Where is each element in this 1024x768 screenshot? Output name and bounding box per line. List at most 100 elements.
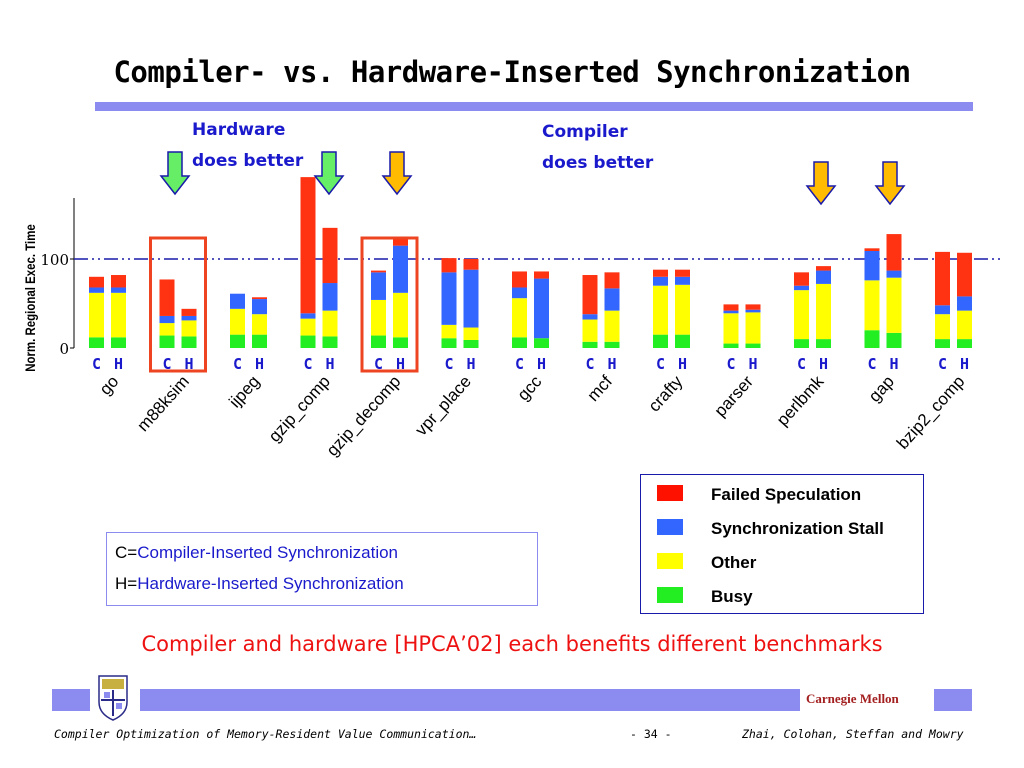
- bar-label-H: H: [396, 355, 405, 373]
- bar-gzip_decomp-C-failed-speculation: [371, 270, 386, 273]
- bar-gcc-C-sync-stall: [512, 287, 527, 299]
- bar-vpr_place-H-busy: [463, 339, 479, 348]
- key-compiler: C=Compiler-Inserted Synchronization: [115, 543, 398, 563]
- bar-gzip_comp-H-other: [322, 310, 338, 337]
- bar-label-H: H: [325, 355, 334, 373]
- callout-compiler: Compiler does better: [542, 117, 653, 179]
- bar-gzip_comp-C-failed-speculation: [300, 177, 316, 314]
- cc-key-box: C=Compiler-Inserted Synchronization H=Ha…: [106, 532, 538, 606]
- bar-bzip2_comp-C-failed-speculation: [935, 251, 950, 306]
- bar-go-H-sync-stall: [111, 287, 126, 293]
- callout-compiler-line1: Compiler: [542, 122, 628, 142]
- bar-gzip_comp-C-other: [300, 318, 316, 336]
- legend-swatch-failed: [657, 485, 683, 501]
- bar-label-H: H: [748, 355, 757, 373]
- bar-crafty-H-sync-stall: [675, 276, 690, 285]
- bar-go-C-failed-speculation: [89, 276, 104, 288]
- bar-gap-H-failed-speculation: [886, 234, 902, 271]
- y-tick-label: 0: [59, 340, 69, 358]
- category-label-parser: parser: [711, 372, 758, 421]
- bar-ijpeg-H-busy: [252, 334, 267, 348]
- bar-gcc-H-busy: [534, 338, 549, 348]
- footer-bar-right: [934, 689, 972, 711]
- category-label-m88ksim: m88ksim: [133, 372, 193, 435]
- bar-parser-H-sync-stall: [745, 309, 761, 313]
- bar-ijpeg-H-other: [252, 314, 267, 335]
- key-compiler-text: Compiler-Inserted Synchronization: [137, 543, 399, 562]
- bar-m88ksim-C-sync-stall: [159, 315, 175, 324]
- down-arrow-icon-m88ksim: [159, 151, 191, 196]
- bar-go-H-busy: [111, 337, 126, 348]
- bar-crafty-C-failed-speculation: [653, 269, 668, 277]
- highlight-box-gzip_decomp: [360, 236, 419, 373]
- key-compiler-prefix: C=: [115, 543, 138, 562]
- bar-vpr_place-C-other: [441, 324, 457, 339]
- legend-swatch-busy: [657, 587, 683, 603]
- bar-perlbmk-H-busy: [816, 339, 831, 348]
- bar-parser-C-other: [723, 313, 739, 344]
- bar-m88ksim-C-failed-speculation: [159, 279, 175, 316]
- bar-vpr_place-C-sync-stall: [441, 272, 457, 325]
- bar-mcf-C-busy: [582, 341, 598, 348]
- bar-crafty-C-busy: [653, 334, 668, 348]
- bar-m88ksim-H-other: [181, 320, 197, 337]
- bar-label-C: C: [585, 355, 594, 373]
- bar-bzip2_comp-H-other: [957, 310, 972, 340]
- bar-label-C: C: [867, 355, 876, 373]
- y-tick-label: 100: [40, 251, 69, 269]
- bar-bzip2_comp-C-busy: [935, 339, 950, 348]
- bar-go-C-other: [89, 292, 104, 338]
- bar-bzip2_comp-H-busy: [957, 339, 972, 348]
- bar-parser-H-busy: [745, 343, 761, 348]
- legend-swatch-other: [657, 553, 683, 569]
- bar-label-C: C: [303, 355, 312, 373]
- chart-legend: Failed Speculation Synchronization Stall…: [640, 474, 924, 614]
- bar-label-C: C: [938, 355, 947, 373]
- footer-bar-left: [52, 689, 90, 711]
- bar-parser-C-failed-speculation: [723, 304, 739, 311]
- callout-compiler-line2: does better: [542, 153, 654, 173]
- footer-presentation-title: Compiler Optimization of Memory-Resident…: [54, 727, 477, 741]
- bar-parser-C-busy: [723, 343, 739, 348]
- bar-gap-C-other: [864, 280, 880, 331]
- bar-gzip_decomp-H-other: [393, 292, 408, 338]
- bar-label-H: H: [466, 355, 475, 373]
- bar-gap-H-busy: [886, 332, 902, 348]
- bar-parser-H-failed-speculation: [745, 304, 761, 310]
- bar-label-H: H: [889, 355, 898, 373]
- bar-go-H-other: [111, 292, 126, 338]
- bar-vpr_place-H-sync-stall: [463, 269, 479, 328]
- bar-label-C: C: [444, 355, 453, 373]
- bar-crafty-C-other: [653, 285, 668, 335]
- bar-label-H: H: [184, 355, 193, 373]
- bar-ijpeg-H-failed-speculation: [252, 297, 267, 300]
- down-arrow-icon-gzip-decomp: [381, 151, 413, 196]
- category-label-vpr_place: vpr_place: [412, 372, 475, 439]
- bar-label-C: C: [515, 355, 524, 373]
- category-label-mcf: mcf: [584, 372, 617, 405]
- bar-crafty-H-failed-speculation: [675, 269, 690, 277]
- bar-ijpeg-H-sync-stall: [252, 299, 267, 315]
- bar-label-H: H: [678, 355, 687, 373]
- bar-m88ksim-H-sync-stall: [181, 315, 197, 321]
- bar-vpr_place-C-busy: [441, 338, 457, 348]
- bar-perlbmk-H-sync-stall: [816, 270, 831, 284]
- bar-gap-C-busy: [864, 330, 880, 348]
- bar-bzip2_comp-H-sync-stall: [957, 296, 972, 311]
- bar-perlbmk-C-busy: [794, 339, 809, 348]
- category-label-bzip2_comp: bzip2_comp: [893, 372, 968, 453]
- bar-perlbmk-H-failed-speculation: [816, 266, 831, 271]
- bar-gzip_decomp-H-sync-stall: [393, 245, 408, 293]
- bar-mcf-H-busy: [604, 341, 620, 348]
- bar-bzip2_comp-C-other: [935, 314, 950, 340]
- bar-go-C-busy: [89, 337, 104, 348]
- bar-label-H: H: [960, 355, 969, 373]
- bar-gcc-C-other: [512, 298, 527, 338]
- bar-mcf-C-sync-stall: [582, 314, 598, 320]
- bar-gzip_decomp-C-busy: [371, 335, 386, 348]
- bar-gap-H-other: [886, 277, 902, 333]
- category-label-go: go: [96, 372, 123, 399]
- bar-label-H: H: [114, 355, 123, 373]
- slide-title: Compiler- vs. Hardware-Inserted Synchron…: [113, 55, 911, 89]
